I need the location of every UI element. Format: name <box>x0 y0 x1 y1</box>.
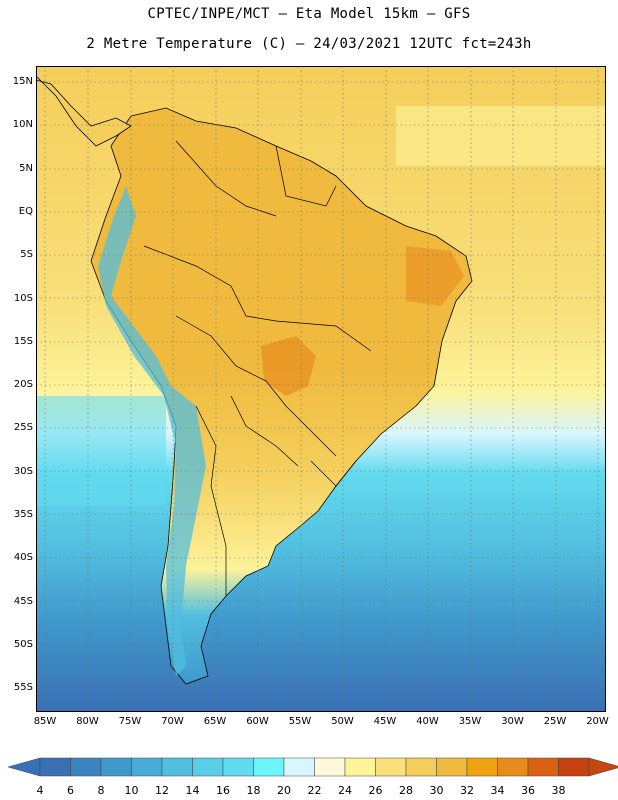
colorbar-label: 10 <box>125 784 139 797</box>
lat-label: 30S <box>13 465 33 477</box>
colorbar-cell <box>558 757 590 777</box>
lon-label: 30W <box>501 716 524 727</box>
colorbar-cell <box>344 757 376 777</box>
colorbar-label: 24 <box>338 784 352 797</box>
lon-label: 20W <box>586 716 609 727</box>
country-borders <box>143 140 372 596</box>
colorbar-cell <box>161 757 193 777</box>
colorbar-cell <box>70 757 102 777</box>
colorbar-label: 14 <box>186 784 200 797</box>
colorbar-cell <box>405 757 437 777</box>
colorbar-label: 6 <box>67 784 74 797</box>
colorbar-label: 8 <box>98 784 105 797</box>
colorbar-label: 36 <box>521 784 535 797</box>
lat-label: 40S <box>13 552 33 564</box>
lat-label: 20S <box>13 379 33 391</box>
lat-label: 5N <box>19 162 33 174</box>
lon-label: 70W <box>161 716 184 727</box>
hot-spot-northeast-brazil <box>406 246 464 306</box>
lon-label: 40W <box>416 716 439 727</box>
central-america-land <box>36 75 132 147</box>
colorbar-cell <box>375 757 407 777</box>
lat-label: 15N <box>12 76 33 87</box>
lat-label: EQ <box>18 205 33 217</box>
lon-label: 85W <box>33 716 57 727</box>
temperature-map <box>36 66 606 712</box>
lat-label: 45S <box>13 595 33 607</box>
colorbar-label: 18 <box>247 784 261 797</box>
pacific-cool-band <box>36 396 166 506</box>
andes-cold-strip <box>98 186 206 676</box>
lon-label: 80W <box>76 716 99 727</box>
colorbar-cell <box>100 757 132 777</box>
colorbar-cell <box>314 757 346 777</box>
lat-label: 10N <box>12 119 33 131</box>
lat-label: 50S <box>13 638 33 650</box>
colorbar-cell <box>436 757 468 777</box>
colorbar-label: 34 <box>491 784 505 797</box>
temperature-colorbar: 4 6 8 10 12 14 16 18 20 22 24 26 28 30 32 34 36 38 <box>7 757 618 797</box>
lon-label: 25W <box>543 716 567 727</box>
colorbar-cell <box>527 757 559 777</box>
lat-label: 10S <box>13 292 33 304</box>
map-border <box>36 66 606 712</box>
graticule <box>36 66 606 712</box>
colorbar-cell <box>192 757 224 777</box>
lat-label: 5S <box>20 249 33 261</box>
colorbar-label: 4 <box>37 784 44 797</box>
colorbar-label: 16 <box>216 784 230 797</box>
colorbar-label: 12 <box>155 784 169 797</box>
colorbar-label: 30 <box>430 784 444 797</box>
lon-label: 55W <box>288 716 312 727</box>
colorbar-cell <box>39 757 71 777</box>
colorbar-cell <box>497 757 529 777</box>
colorbar-label: 28 <box>399 784 413 797</box>
colorbar-label: 26 <box>369 784 383 797</box>
colorbar-low-end <box>7 757 41 777</box>
colorbar-label: 38 <box>552 784 566 797</box>
colorbar-cell <box>131 757 163 777</box>
lat-label: 35S <box>13 509 33 520</box>
colorbar-cell <box>466 757 498 777</box>
title-line-1: CPTEC/INPE/MCT – Eta Model 15km – GFS <box>147 6 471 22</box>
colorbar-label: 20 <box>277 784 291 797</box>
northeast-warm-patch <box>396 106 606 166</box>
colorbar-cell <box>222 757 254 777</box>
colorbar-cell <box>253 757 285 777</box>
lon-label: 60W <box>246 716 269 727</box>
colorbar-label: 32 <box>460 784 474 797</box>
lon-label: 50W <box>331 716 354 727</box>
hot-spot-central-brazil <box>261 336 316 396</box>
lat-label: 25S <box>13 422 33 434</box>
lat-label: 15S <box>13 335 33 347</box>
lon-label: 75W <box>118 716 142 727</box>
title-line-2: 2 Metre Temperature (C) – 24/03/2021 12U… <box>86 36 532 52</box>
lat-label: 55S <box>13 682 33 694</box>
lon-label: 35W <box>458 716 482 727</box>
colorbar-label: 22 <box>308 784 322 797</box>
lon-label: 65W <box>203 716 227 727</box>
colorbar-cell <box>283 757 315 777</box>
colorbar-high-end <box>588 757 618 777</box>
lon-label: 45W <box>373 716 397 727</box>
